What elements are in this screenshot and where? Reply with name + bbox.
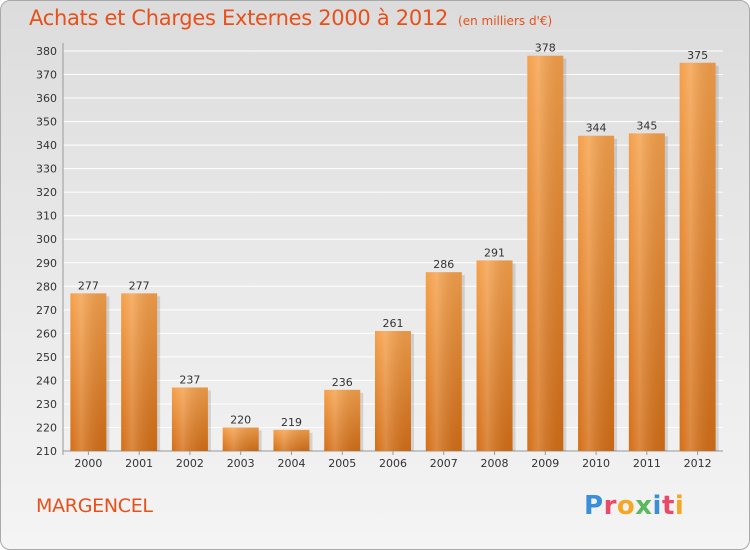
y-tick-label: 300	[36, 233, 57, 246]
bar-highlight	[527, 55, 564, 452]
y-tick-label: 290	[36, 257, 57, 270]
x-tick-label: 2007	[430, 457, 458, 470]
y-tick-label: 260	[36, 327, 57, 340]
logo-letter: o	[616, 491, 636, 521]
data-label: 236	[332, 376, 353, 389]
x-tick-label: 2005	[328, 457, 356, 470]
y-tick-label: 240	[36, 374, 57, 387]
data-label: 378	[535, 42, 556, 55]
x-tick-label: 2008	[481, 457, 509, 470]
bar-highlight	[273, 429, 310, 451]
data-label: 345	[636, 119, 657, 132]
data-label: 220	[230, 413, 251, 426]
y-tick-label: 370	[36, 69, 57, 82]
bar-highlight	[222, 427, 259, 451]
bar-highlight	[476, 260, 513, 451]
chart-title: Achats et Charges Externes 2000 à 2012 (e…	[29, 6, 552, 30]
y-tick-label: 310	[36, 210, 57, 223]
y-tick-label: 270	[36, 304, 57, 317]
x-tick-label: 2004	[277, 457, 305, 470]
logo-letter: i	[652, 491, 662, 521]
y-tick-label: 340	[36, 139, 57, 152]
logo-letter: i	[674, 491, 685, 521]
x-tick-label: 2002	[176, 457, 204, 470]
y-tick-label: 280	[36, 280, 57, 293]
logo-letter: r	[603, 491, 617, 521]
x-tick-label: 2001	[125, 457, 153, 470]
bar-highlight	[578, 135, 615, 452]
bar-highlight	[121, 293, 158, 451]
y-tick-label: 380	[36, 45, 57, 58]
place-name: MARGENCEL	[36, 495, 153, 517]
bar-highlight	[324, 389, 361, 451]
data-label: 237	[179, 373, 200, 386]
x-tick-label: 2009	[531, 457, 559, 470]
data-label: 219	[281, 416, 302, 429]
logo-letter: t	[661, 491, 675, 521]
data-label: 277	[129, 279, 150, 292]
y-tick-label: 330	[36, 163, 57, 176]
bar-highlight	[70, 293, 107, 451]
data-label: 286	[433, 258, 454, 271]
data-label: 261	[383, 317, 404, 330]
x-tick-label: 2003	[227, 457, 255, 470]
y-tick-label: 230	[36, 398, 57, 411]
y-tick-label: 220	[36, 421, 57, 434]
x-tick-label: 2012	[684, 457, 712, 470]
logo-letter: P	[584, 491, 604, 521]
y-tick-label: 320	[36, 186, 57, 199]
proxiti-logo: Proxiti	[584, 491, 684, 521]
y-tick-label: 350	[36, 116, 57, 129]
x-tick-label: 2006	[379, 457, 407, 470]
data-label: 375	[687, 49, 708, 62]
data-label: 344	[586, 122, 607, 135]
title-unit: (en milliers d'€)	[458, 14, 553, 28]
y-tick-label: 210	[36, 445, 57, 458]
bar-highlight	[679, 62, 716, 451]
title-text: Achats et Charges Externes 2000 à 2012	[29, 6, 449, 30]
y-tick-label: 250	[36, 351, 57, 364]
x-tick-label: 2000	[74, 457, 102, 470]
x-tick-label: 2010	[582, 457, 610, 470]
x-tick-label: 2011	[633, 457, 661, 470]
bar-highlight	[171, 387, 208, 451]
bar-highlight	[425, 272, 462, 451]
bar-highlight	[628, 133, 665, 451]
logo-letter: x	[635, 491, 653, 521]
data-label: 277	[78, 279, 99, 292]
y-tick-label: 360	[36, 92, 57, 105]
data-label: 291	[484, 246, 505, 259]
bar-highlight	[375, 331, 411, 451]
